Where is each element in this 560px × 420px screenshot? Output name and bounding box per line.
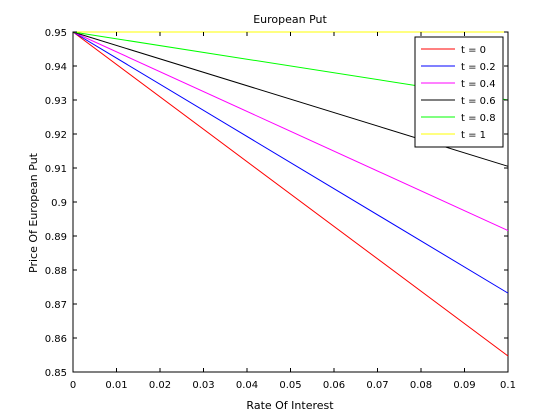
y-tick-label: 0.92 [45, 130, 67, 141]
x-tick-label: 0.1 [500, 380, 516, 391]
legend-label-4: t = 0.8 [461, 113, 496, 124]
legend-label-1: t = 0.2 [461, 62, 496, 73]
x-tick-label: 0.03 [192, 380, 214, 391]
x-tick-label: 0.07 [366, 380, 388, 391]
legend-label-5: t = 1 [461, 130, 486, 141]
series-line-0 [72, 31, 509, 357]
y-axis-label: Price Of European Put [27, 152, 40, 273]
y-tick-label: 0.89 [45, 232, 67, 243]
legend-label-0: t = 0 [461, 45, 486, 56]
legend-label-3: t = 0.6 [461, 96, 496, 107]
legend-label-2: t = 0.4 [461, 79, 496, 90]
y-tick-label: 0.9 [51, 198, 67, 209]
x-tick-label: 0.04 [236, 380, 258, 391]
x-tick-label: 0 [70, 380, 76, 391]
y-axis: 0.85 0.86 0.87 0.88 0.89 0.9 0.91 0.92 0.93 0.94 0… [45, 28, 508, 379]
x-tick-label: 0.09 [453, 380, 475, 391]
y-tick-label: 0.86 [45, 334, 67, 345]
y-tick-label: 0.93 [45, 96, 67, 107]
chart-title: European Put [253, 13, 327, 26]
x-tick-label: 0.01 [105, 380, 127, 391]
series-line-1 [72, 31, 509, 294]
legend: t = 0 t = 0.2 t = 0.4 t = 0.6 t = 0.8 t = 1 [414, 36, 504, 148]
y-tick-label: 0.91 [45, 164, 67, 175]
x-axis-label: Rate Of Interest [246, 399, 334, 412]
x-tick-label: 0.08 [410, 380, 432, 391]
x-tick-label: 0.05 [279, 380, 301, 391]
series-line-2 [72, 31, 509, 232]
x-tick-label: 0.06 [323, 380, 345, 391]
y-tick-label: 0.85 [45, 368, 67, 379]
legend-box [414, 36, 504, 148]
y-tick-label: 0.95 [45, 28, 67, 39]
x-axis: 0 0.01 0.02 0.03 0.04 0.05 0.06 0.07 0.08 0.09 0.1 [70, 32, 516, 391]
y-tick-label: 0.88 [45, 266, 67, 277]
y-tick-label: 0.87 [45, 300, 67, 311]
y-tick-label: 0.94 [45, 62, 67, 73]
x-tick-label: 0.02 [149, 380, 171, 391]
